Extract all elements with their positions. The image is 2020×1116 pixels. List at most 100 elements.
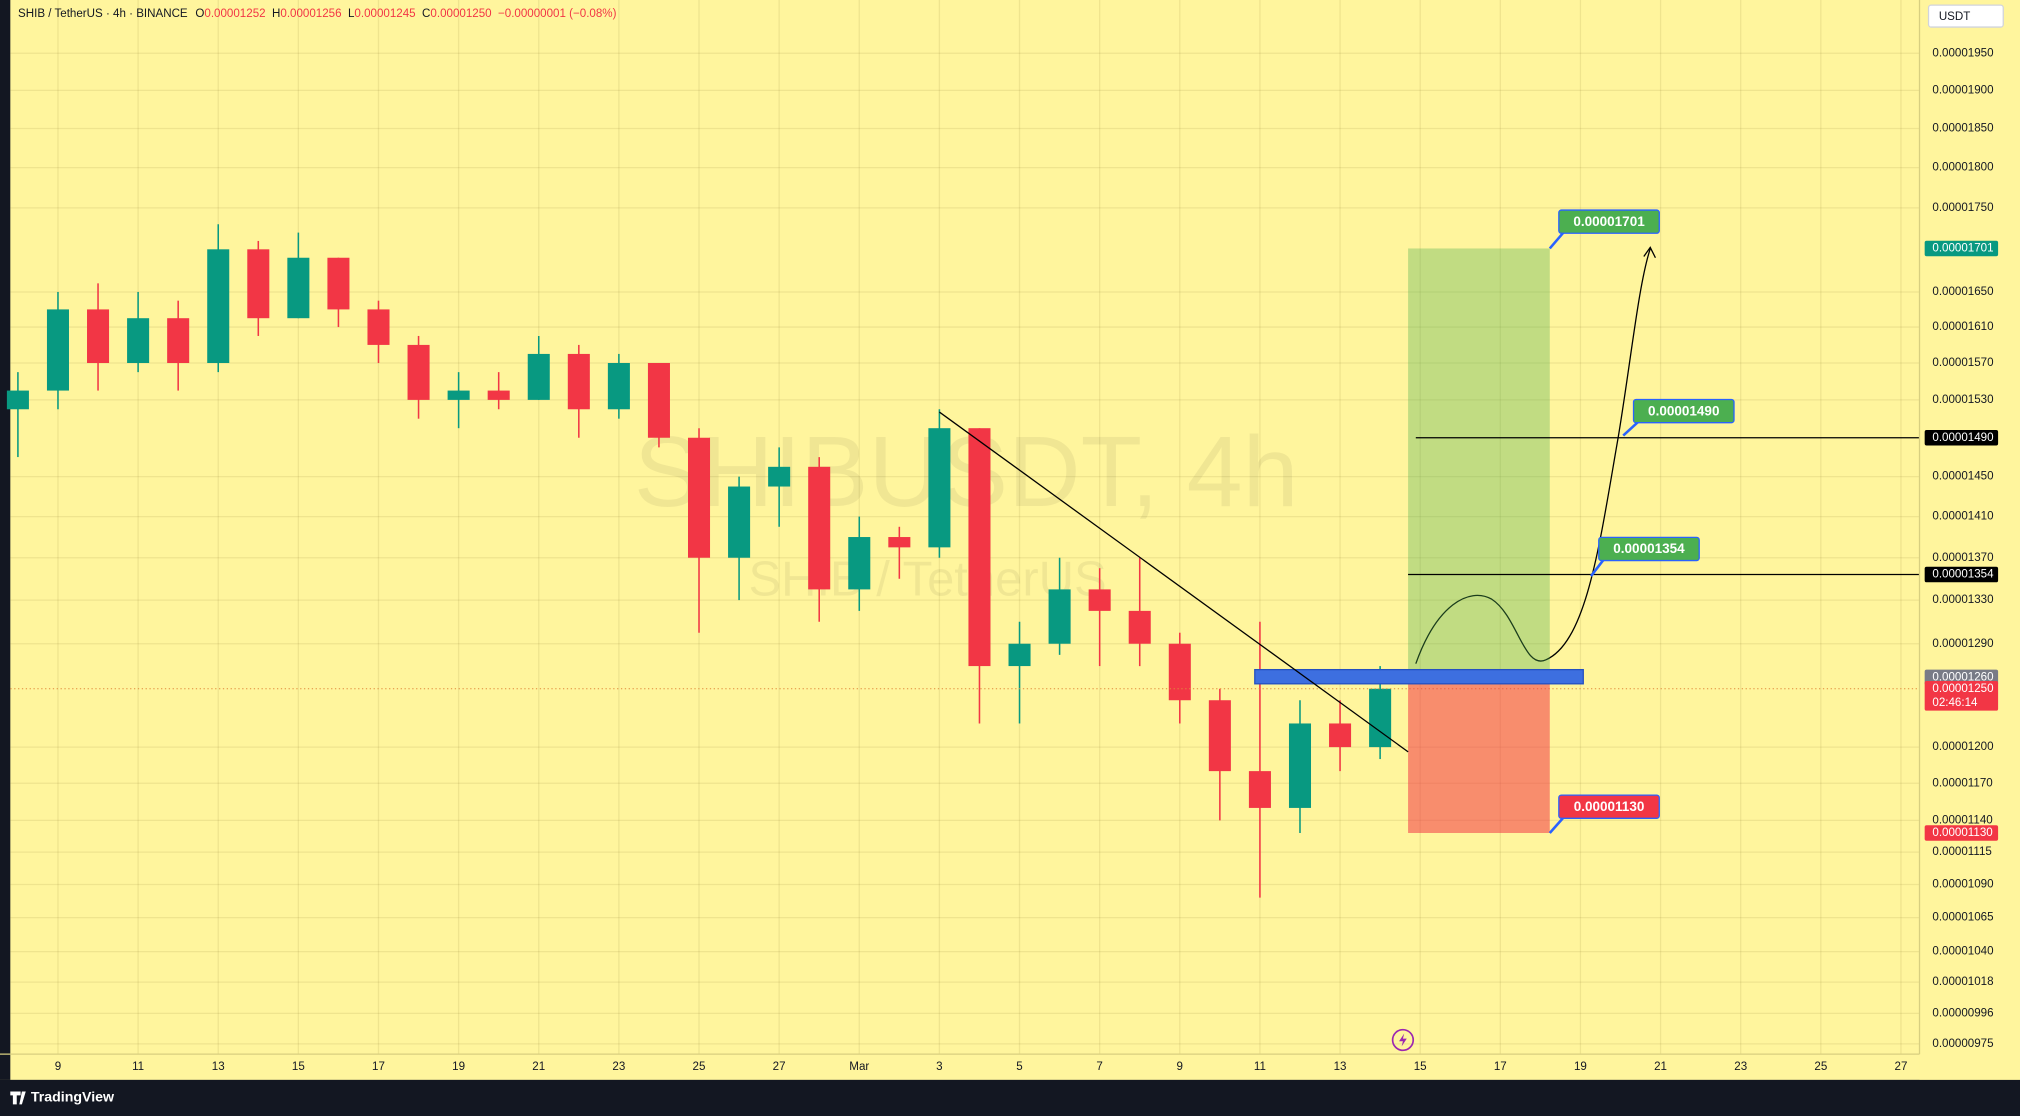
candle-body [527,353,550,400]
high: 0.00001256 [280,8,341,20]
x-tick-label: 11 [132,1061,144,1073]
entry-zone [1254,668,1584,685]
price-badge [1924,681,1999,711]
projection-curve [1415,248,1651,664]
x-tick-label: 7 [1096,1061,1102,1073]
candle-body [6,390,29,410]
candle-body [687,437,711,558]
header: SHIB / TetherUS · 4h · BINANCE O0.0000125… [18,8,617,20]
events-bolt [1399,1033,1407,1047]
y-tick-label: 0.00001115 [1932,846,1991,858]
candle-body [1008,643,1031,667]
candle-body [367,309,390,345]
x-tick-label: 13 [1334,1061,1347,1073]
y-tick-label: 0.00001610 [1932,321,1993,333]
candle-body [1168,643,1191,701]
candle-body [447,390,470,400]
callout-pointer [1622,420,1640,437]
candle-body [167,318,190,364]
price-badge [1924,240,1999,257]
candle-body [607,363,630,410]
axes: 0.00001950 0.00001900 0.00001850 0.00001800… [55,47,1999,1073]
y-tick-label: 0.00001570 [1932,357,1993,369]
y-tick-label: 0.00001370 [1932,552,1993,564]
y-tick-label: 0.00001850 [1932,123,1993,135]
countdown: 02:46:14 [1932,697,1978,709]
callout-pointer [1589,558,1605,577]
x-tick-label: 27 [773,1061,786,1073]
x-tick-label: 25 [693,1061,706,1073]
candle-body [1088,589,1111,611]
events-icon[interactable] [1391,1028,1415,1052]
candle-body [87,309,110,364]
candle-body [407,344,430,400]
y-tick-label: 0.00001140 [1932,814,1992,826]
callout-pointer [1548,231,1565,250]
currency: USDT [1939,11,1971,23]
callout-box [1598,536,1700,562]
x-tick-label: 13 [212,1061,225,1073]
x-tick-label: 19 [452,1061,465,1073]
low-label: L [348,8,355,20]
candle-body [768,466,791,487]
callout-label: 0.00001130 [1574,799,1645,814]
x-tick-label: 3 [936,1061,942,1073]
candle-body [1128,610,1151,644]
x-tick-label: 25 [1814,1061,1827,1073]
x-tick-label: 11 [1254,1061,1266,1073]
y-tick-label: 0.00001450 [1932,471,1993,483]
price-badge-label: 0.00001260 [1932,671,1993,683]
y-tick-label: 0.00001200 [1932,741,1993,753]
price-badge-label: 0.00001701 [1932,243,1993,255]
x-tick-label: 9 [55,1061,61,1073]
target-zone [1408,248,1550,678]
y-tick-label: 0.00001530 [1932,394,1993,406]
projection-arrowhead [1643,246,1656,259]
callout-box [1632,398,1735,424]
y-tick-label: 0.00001065 [1932,912,1993,924]
price-badge [1924,430,1999,446]
low: 0.00001245 [354,8,415,20]
open-label: O [195,8,204,20]
candle-body [247,249,270,319]
candle-body [1369,688,1392,748]
candle-body [808,466,831,590]
change: −0.00000001 (−0.08%) [498,8,617,20]
x-tick-label: 21 [1654,1061,1667,1073]
price-badge-label: 0.00001354 [1932,569,1994,581]
candle-body [647,363,670,438]
open: 0.00001252 [204,8,265,20]
candle-body [207,249,230,364]
x-tick-label: 23 [1734,1061,1747,1073]
candle-body [1208,700,1231,772]
price-badge-label: 0.00001130 [1932,827,1992,839]
footer [0,1079,2020,1116]
y-tick-label: 0.00001040 [1932,946,1993,958]
y-tick-label: 0.00001800 [1932,162,1993,174]
y-tick-label: 0.00000975 [1932,1038,1993,1050]
currency-box[interactable] [1927,4,2004,28]
x-tick-label: 23 [612,1061,625,1073]
close-label: C [422,8,430,20]
left-border [0,0,11,1080]
price-badge [1924,566,1999,583]
price-axis-bg [1919,0,2020,1080]
y-tick-label: 0.00001018 [1932,976,1993,988]
candle-body [487,390,510,400]
candle-body [728,486,751,558]
y-tick-label: 0.00001750 [1932,202,1993,214]
x-tick-label: 17 [372,1061,385,1073]
candle-body [46,309,69,391]
y-tick-label: 0.00001410 [1932,511,1993,523]
candle-body [127,318,150,364]
candle-body [888,537,911,548]
y-tick-label: 0.00001950 [1932,47,1993,59]
brand-logo [10,1091,26,1105]
x-tick-label: 15 [292,1061,305,1073]
x-tick-label: 21 [532,1061,545,1073]
x-tick-label: 15 [1414,1061,1427,1073]
brand: TradingView [31,1090,115,1106]
candle-body [1048,589,1071,644]
